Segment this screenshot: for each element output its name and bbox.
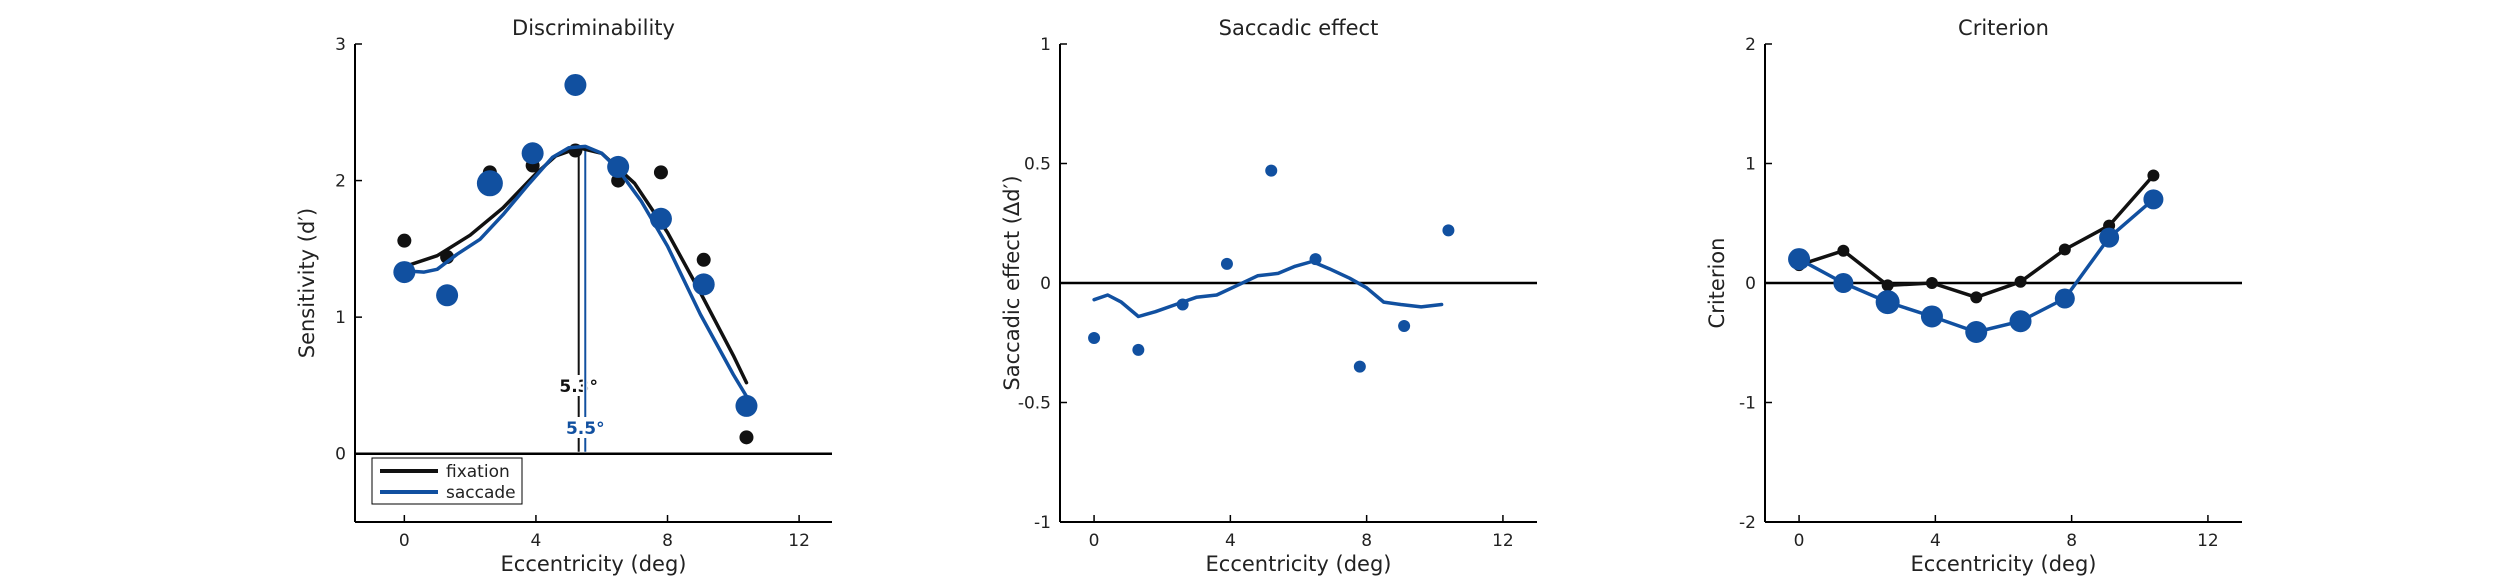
panel-saccadic-effect: Saccadic effect 0 4 8 12 -1 -0.5 0 0.5 1 Eccentric…	[1000, 16, 1537, 576]
chart-title: Discriminability	[512, 16, 675, 40]
y-tick-label: 1	[335, 308, 346, 328]
x-tick-label: 12	[788, 531, 810, 551]
x-axis-label: Eccentricity (deg)	[1911, 552, 2097, 576]
data-point-saccade	[2054, 288, 2075, 309]
x-tick-label: 0	[1089, 531, 1100, 551]
data-point-saccade	[1920, 305, 1943, 328]
x-tick-label: 12	[1492, 531, 1514, 551]
data-point-fixation	[1837, 244, 1850, 257]
series-line-saccade	[1798, 197, 2155, 334]
x-tick-label: 8	[662, 531, 673, 551]
legend-label-saccade: saccade	[446, 483, 516, 503]
data-point-saccadic-effect	[1398, 320, 1411, 333]
data-point-fixation	[2147, 169, 2160, 182]
data-point-saccade	[1833, 273, 1854, 293]
data-point-saccade	[1788, 248, 1811, 271]
x-tick-label: 4	[531, 531, 542, 551]
data-point-fixation	[2014, 275, 2027, 288]
data-point-saccade	[649, 207, 672, 230]
y-tick-label: 0	[335, 445, 346, 465]
legend-box	[371, 457, 523, 505]
data-point-saccade	[521, 142, 544, 165]
y-axis-label: Saccadic effect (Δd′)	[1000, 175, 1024, 390]
data-point-saccadic-effect	[1309, 253, 1322, 266]
data-point-saccade	[393, 261, 416, 284]
y-tick-label: -1	[1739, 394, 1756, 414]
y-tick-label: 1	[1745, 155, 1756, 175]
x-tick-label: 12	[2197, 531, 2219, 551]
y-axis-label: Criterion	[1705, 238, 1729, 329]
fit-curve-fixation	[402, 146, 749, 385]
x-tick-label: 0	[1794, 531, 1805, 551]
x-tick-label: 4	[1930, 531, 1941, 551]
chart-title: Saccadic effect	[1219, 16, 1379, 40]
data-point-fixation	[1881, 279, 1894, 292]
data-point-fixation	[696, 252, 711, 267]
peak-label-bg	[552, 375, 605, 396]
y-tick-label: -2	[1739, 513, 1756, 533]
x-tick-label: 8	[1361, 531, 1372, 551]
data-point-saccadic-effect	[1176, 298, 1189, 311]
x-axis-label: Eccentricity (deg)	[501, 552, 687, 576]
data-point-saccadic-effect	[1265, 164, 1278, 177]
y-tick-label: 0	[1745, 274, 1756, 294]
y-tick-label: 0.5	[1024, 155, 1051, 175]
data-point-fixation	[1925, 277, 1938, 289]
data-point-saccade	[436, 284, 459, 307]
y-tick-label: 1	[1040, 35, 1051, 55]
y-tick-label: 2	[335, 172, 346, 192]
y-tick-label: -1	[1034, 513, 1051, 533]
peak-label-fixation: 5.3°	[559, 377, 598, 397]
peak-label-bg	[559, 417, 612, 438]
data-point-saccadic-effect	[1132, 343, 1145, 356]
data-point-fixation	[1970, 291, 1983, 304]
data-point-saccade	[2099, 227, 2120, 248]
data-point-saccade	[692, 273, 715, 296]
legend-label-fixation: fixation	[446, 462, 510, 482]
data-point-saccade	[735, 394, 758, 417]
chart-title: Criterion	[1958, 16, 2049, 40]
data-point-saccade	[564, 73, 587, 96]
fit-curve-saccade	[402, 144, 749, 399]
data-point-saccade	[1965, 320, 1988, 343]
data-point-fixation	[739, 430, 754, 445]
y-tick-label: -0.5	[1018, 394, 1051, 414]
data-point-saccadic-effect	[1353, 360, 1366, 373]
y-tick-label: 3	[335, 35, 346, 55]
x-tick-label: 4	[1225, 531, 1236, 551]
data-point-fixation	[2058, 243, 2071, 256]
x-tick-label: 0	[399, 531, 410, 551]
y-tick-label: 2	[1745, 35, 1756, 55]
data-point-saccade	[2143, 189, 2164, 210]
data-point-saccadic-effect	[1088, 331, 1101, 344]
data-point-saccade	[2009, 310, 2032, 333]
y-axis-label: Sensitivity (d′)	[295, 208, 319, 359]
data-point-saccadic-effect	[1442, 224, 1455, 237]
data-point-saccade	[476, 170, 503, 197]
data-point-saccade	[607, 155, 630, 178]
x-axis-label: Eccentricity (deg)	[1206, 552, 1392, 576]
data-point-saccade	[1875, 290, 1900, 315]
fit-curve-saccadic-effect	[1092, 259, 1444, 319]
data-point-fixation	[653, 165, 668, 180]
data-point-fixation	[397, 233, 412, 248]
x-tick-label: 8	[2066, 531, 2077, 551]
data-point-saccadic-effect	[1220, 257, 1233, 270]
peak-label-saccade: 5.5°	[566, 419, 605, 439]
y-tick-label: 0	[1040, 274, 1051, 294]
